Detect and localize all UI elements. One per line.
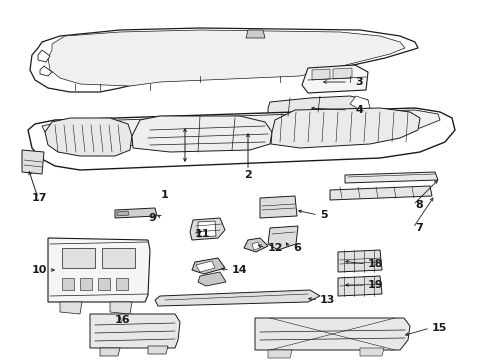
Polygon shape xyxy=(132,116,272,152)
Polygon shape xyxy=(22,150,44,174)
Text: 5: 5 xyxy=(320,210,328,220)
Text: 6: 6 xyxy=(293,243,301,253)
Text: 15: 15 xyxy=(432,323,447,333)
Polygon shape xyxy=(148,346,168,354)
Text: 1: 1 xyxy=(161,190,169,200)
Polygon shape xyxy=(90,314,180,348)
Polygon shape xyxy=(246,30,265,38)
Text: 17: 17 xyxy=(32,193,48,203)
Text: 10: 10 xyxy=(32,265,48,275)
Polygon shape xyxy=(338,250,382,272)
Polygon shape xyxy=(268,226,298,250)
Text: 3: 3 xyxy=(355,77,363,87)
Text: 18: 18 xyxy=(368,259,384,269)
Text: 13: 13 xyxy=(320,295,335,305)
Polygon shape xyxy=(60,302,82,314)
Text: 4: 4 xyxy=(355,105,363,115)
Polygon shape xyxy=(198,221,216,237)
Polygon shape xyxy=(117,211,129,216)
Polygon shape xyxy=(252,242,260,250)
Polygon shape xyxy=(100,348,120,356)
Polygon shape xyxy=(350,96,370,110)
Polygon shape xyxy=(196,261,215,272)
Text: 16: 16 xyxy=(115,315,131,325)
Polygon shape xyxy=(360,348,384,356)
Polygon shape xyxy=(345,172,438,183)
Polygon shape xyxy=(244,238,268,252)
Polygon shape xyxy=(302,65,368,93)
Polygon shape xyxy=(30,28,418,92)
Polygon shape xyxy=(330,186,432,200)
Polygon shape xyxy=(333,68,352,79)
Text: 9: 9 xyxy=(148,213,156,223)
Polygon shape xyxy=(115,208,157,218)
Polygon shape xyxy=(155,290,320,306)
Polygon shape xyxy=(110,302,132,314)
Text: 14: 14 xyxy=(232,265,247,275)
Polygon shape xyxy=(255,318,410,350)
Polygon shape xyxy=(42,110,440,148)
Text: 2: 2 xyxy=(244,170,252,180)
Polygon shape xyxy=(38,50,50,62)
Polygon shape xyxy=(198,272,226,286)
Polygon shape xyxy=(98,278,110,290)
Polygon shape xyxy=(192,258,225,274)
Polygon shape xyxy=(48,238,150,302)
Polygon shape xyxy=(271,108,420,148)
Polygon shape xyxy=(312,69,330,80)
Polygon shape xyxy=(116,278,128,290)
Text: 8: 8 xyxy=(415,200,423,210)
Polygon shape xyxy=(268,96,368,115)
Text: 12: 12 xyxy=(268,243,284,253)
Polygon shape xyxy=(268,350,292,358)
Text: 19: 19 xyxy=(368,280,384,290)
Polygon shape xyxy=(102,248,135,268)
Polygon shape xyxy=(62,248,95,268)
Polygon shape xyxy=(62,278,74,290)
Polygon shape xyxy=(338,276,382,296)
Polygon shape xyxy=(80,278,92,290)
Polygon shape xyxy=(190,218,225,240)
Text: 7: 7 xyxy=(415,223,423,233)
Polygon shape xyxy=(48,30,405,86)
Polygon shape xyxy=(45,118,132,156)
Text: 11: 11 xyxy=(195,229,211,239)
Polygon shape xyxy=(28,108,455,170)
Polygon shape xyxy=(40,66,52,76)
Polygon shape xyxy=(260,196,297,218)
